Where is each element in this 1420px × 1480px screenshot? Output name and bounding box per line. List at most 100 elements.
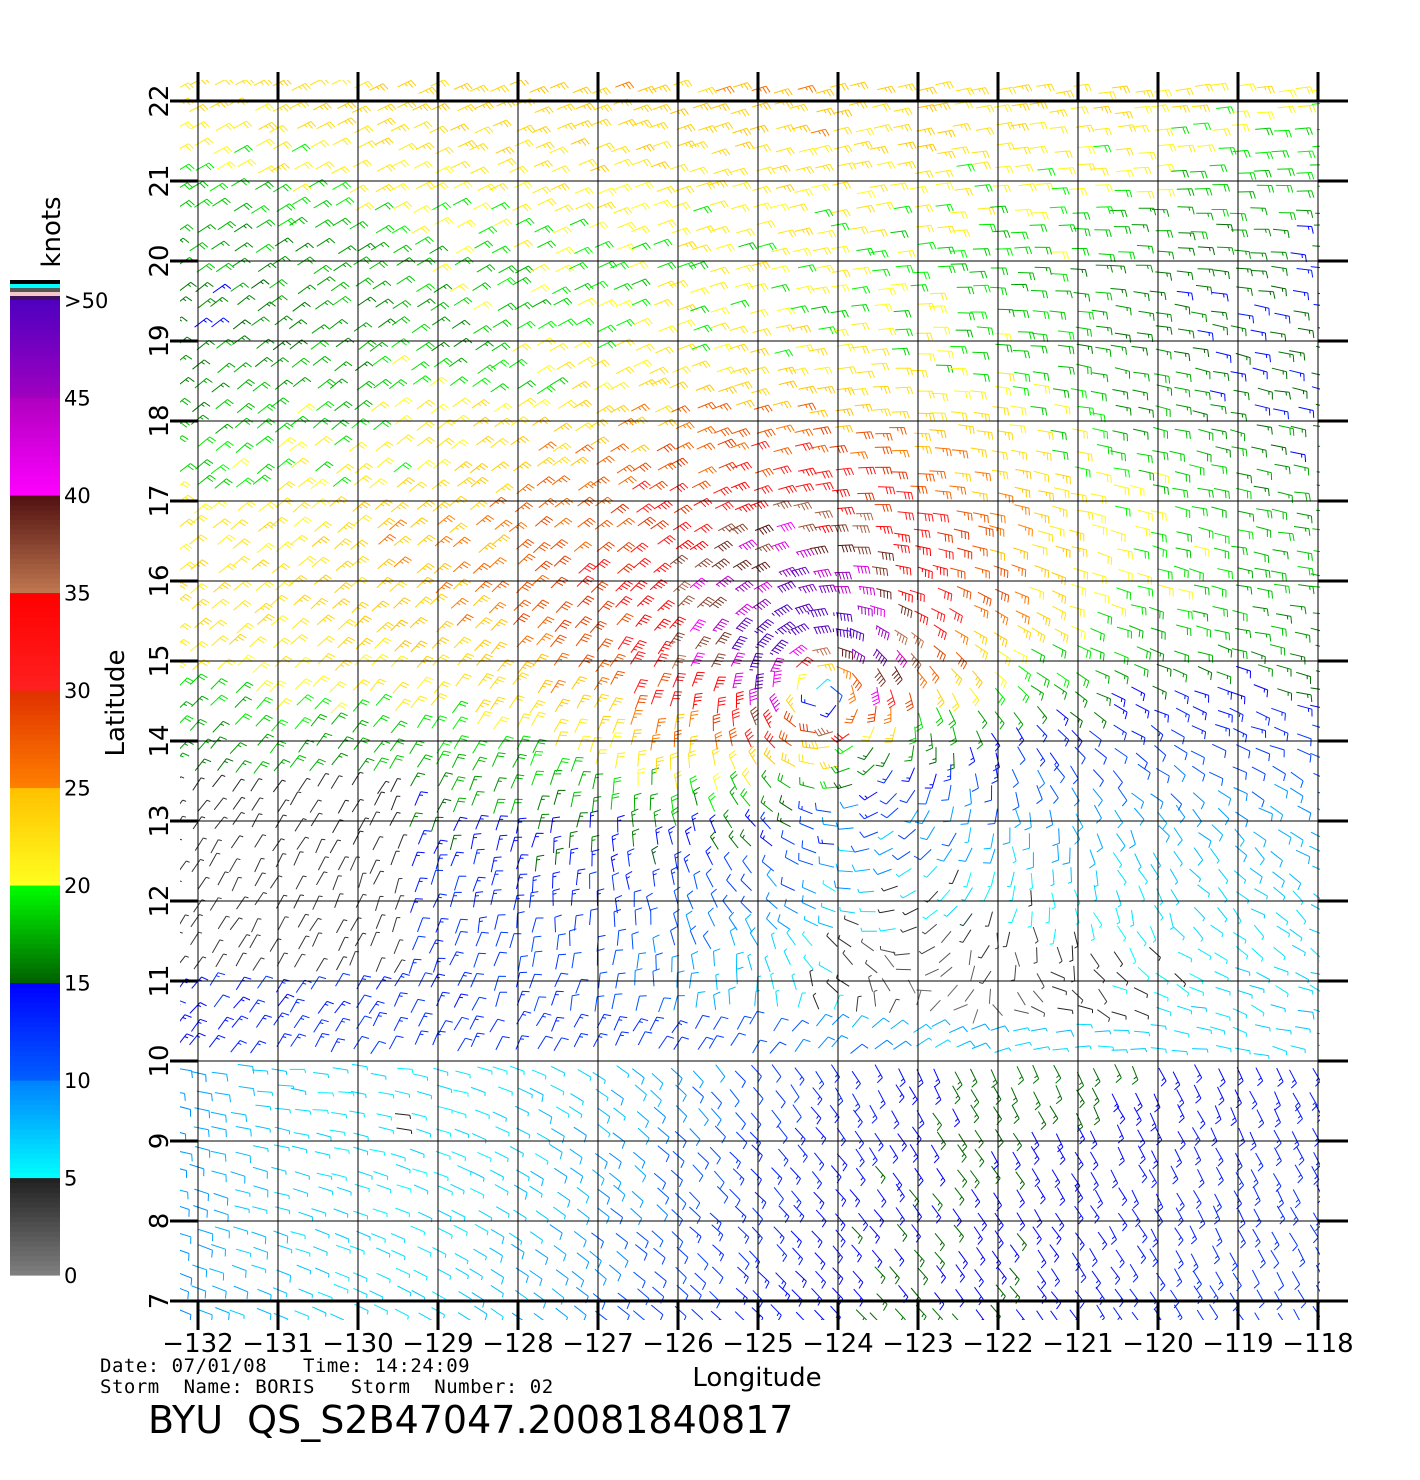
x-tick-label: −127 — [562, 1329, 633, 1359]
wind-barb — [591, 796, 602, 813]
wind-barb — [616, 1250, 629, 1268]
wind-barb — [835, 822, 854, 830]
wind-barb — [908, 726, 917, 745]
wind-barb — [1152, 450, 1169, 461]
wind-barb — [1277, 531, 1295, 542]
wind-barb — [629, 261, 649, 269]
wind-barb — [917, 566, 933, 580]
wind-barb — [190, 931, 203, 946]
wind-barb — [1196, 1026, 1212, 1035]
wind-barb — [1133, 987, 1148, 998]
wind-barb — [1192, 104, 1211, 113]
wind-barb — [1211, 310, 1228, 320]
wind-barb — [1157, 188, 1176, 197]
wind-barb — [754, 619, 775, 634]
wind-barb — [669, 381, 689, 390]
wind-barb — [610, 261, 630, 270]
wind-barb — [712, 713, 721, 732]
wind-barb — [615, 580, 633, 592]
wind-barb — [375, 693, 393, 707]
wind-barb — [1116, 1124, 1125, 1144]
x-tick-label: −123 — [882, 1329, 953, 1359]
wind-barb — [1256, 508, 1273, 519]
wind-barb — [693, 870, 701, 890]
wind-barb — [955, 329, 974, 338]
wind-barb — [1092, 769, 1104, 788]
wind-barb — [1151, 531, 1167, 543]
wind-barb — [252, 381, 271, 392]
wind-barb — [689, 141, 709, 149]
wind-barb — [956, 286, 975, 295]
colorbar-segment — [10, 1182, 60, 1188]
wind-barb — [869, 1225, 881, 1244]
wind-barb — [1212, 743, 1227, 758]
wind-barb — [708, 792, 716, 812]
wind-barb — [214, 80, 234, 86]
wind-barb — [477, 1066, 493, 1075]
colorbar-segment — [10, 577, 60, 584]
wind-barb — [193, 956, 207, 970]
y-tick-label: 22 — [145, 84, 175, 117]
wind-barb — [1073, 83, 1092, 92]
wind-barb — [830, 328, 849, 337]
wind-barb — [215, 399, 234, 410]
wind-barb — [195, 162, 215, 171]
wind-barb — [872, 103, 891, 111]
wind-barb — [918, 946, 936, 955]
wind-barb — [529, 85, 549, 94]
wind-barb — [1175, 707, 1190, 723]
wind-barb — [1290, 831, 1304, 848]
wind-barb — [515, 1035, 529, 1050]
colorbar-segment — [10, 899, 60, 906]
wind-barb — [790, 305, 810, 314]
wind-barb — [929, 429, 947, 439]
wind-barb — [1292, 1189, 1301, 1209]
wind-barb — [351, 771, 364, 786]
wind-barb — [1276, 664, 1292, 677]
wind-barb — [1131, 1208, 1141, 1228]
wind-barb — [1293, 310, 1310, 321]
wind-barb — [591, 1232, 604, 1249]
wind-barb — [209, 499, 228, 511]
wind-barb — [414, 596, 433, 608]
wind-barb — [369, 260, 388, 270]
wind-barb — [574, 282, 594, 291]
wind-barb — [289, 754, 307, 768]
wind-barb — [180, 677, 194, 686]
wind-barb — [749, 927, 759, 946]
wind-barb — [369, 1148, 386, 1156]
wind-barb — [780, 830, 795, 845]
wind-barb — [754, 1191, 767, 1210]
colorbar-segment — [10, 958, 60, 964]
wind-barb — [180, 296, 193, 302]
wind-barb — [655, 952, 663, 971]
wind-barb — [1074, 691, 1088, 708]
wind-barb — [595, 142, 615, 151]
wind-barb — [952, 229, 971, 238]
wind-barb — [820, 902, 836, 913]
wind-barb — [1216, 671, 1232, 685]
wind-barb — [211, 598, 230, 609]
wind-barb — [550, 1084, 565, 1096]
wind-barb — [673, 581, 691, 593]
wind-barb — [1214, 952, 1228, 965]
wind-barb — [972, 670, 983, 689]
wind-barb — [911, 1126, 922, 1146]
wind-barb — [976, 730, 984, 750]
wind-barb — [1174, 428, 1191, 440]
wind-barb — [1054, 150, 1073, 159]
wind-barb — [1289, 928, 1303, 942]
wind-barb — [489, 1018, 505, 1033]
wind-barb — [1090, 167, 1109, 176]
wind-barb — [1210, 82, 1229, 91]
wind-barb — [1016, 1066, 1025, 1086]
wind-barb — [931, 1019, 951, 1028]
wind-barb — [180, 1249, 190, 1261]
wind-barb — [616, 1065, 630, 1078]
wind-barb — [234, 713, 253, 725]
wind-barb — [358, 872, 367, 888]
wind-barb — [1055, 290, 1073, 299]
wind-barb — [469, 1268, 483, 1281]
wind-barb — [791, 1190, 802, 1209]
wind-barb — [357, 296, 377, 306]
